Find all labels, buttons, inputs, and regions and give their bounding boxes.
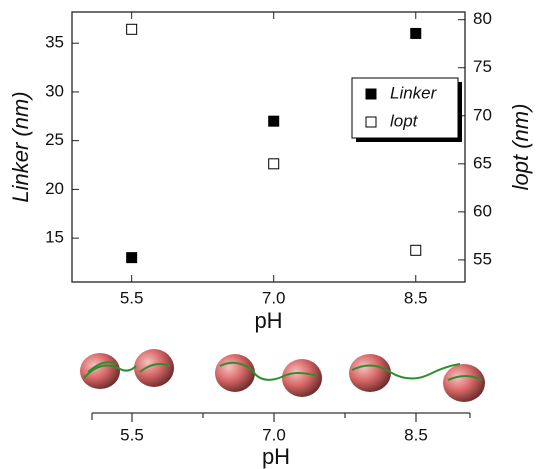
data-point — [126, 252, 138, 264]
legend-label: Linker — [390, 83, 438, 102]
y2-tick-label: 70 — [473, 105, 492, 124]
y2-tick-label: 65 — [473, 153, 492, 172]
y-tick-label: 20 — [45, 179, 64, 198]
legend-marker — [365, 116, 377, 128]
data-point — [268, 158, 280, 170]
data-point — [268, 115, 280, 127]
x-tick-label: 5.5 — [120, 288, 144, 307]
legend-box — [351, 77, 459, 139]
x-tick-label: 8.5 — [404, 288, 428, 307]
y-tick-label: 35 — [45, 33, 64, 52]
illustration-axis — [91, 412, 471, 422]
legend-marker — [365, 88, 377, 100]
x-axis-label: pH — [254, 308, 282, 333]
y-tick-label: 25 — [45, 130, 64, 149]
illustration-tick-label: 8.5 — [404, 425, 428, 444]
x-tick-label: 7.0 — [262, 288, 286, 307]
y-tick-label: 30 — [45, 81, 64, 100]
y2-axis-label: lopt (nm) — [508, 104, 533, 191]
plot-frame — [71, 11, 466, 283]
data-point — [126, 23, 138, 35]
illustration-tick-label: 7.0 — [262, 425, 286, 444]
illustration-graphic — [80, 349, 485, 402]
data-point — [410, 27, 422, 39]
y2-tick-label: 80 — [473, 9, 492, 28]
illustration-x-label: pH — [262, 444, 290, 469]
data-point — [410, 244, 422, 256]
y2-tick-label: 75 — [473, 57, 492, 76]
legend-label: lopt — [390, 111, 419, 130]
illustration-tick-label: 5.5 — [120, 425, 144, 444]
y2-tick-label: 55 — [473, 249, 492, 268]
y-tick-label: 15 — [45, 228, 64, 247]
y-axis-label: Linker (nm) — [8, 91, 33, 202]
y2-tick-label: 60 — [473, 201, 492, 220]
